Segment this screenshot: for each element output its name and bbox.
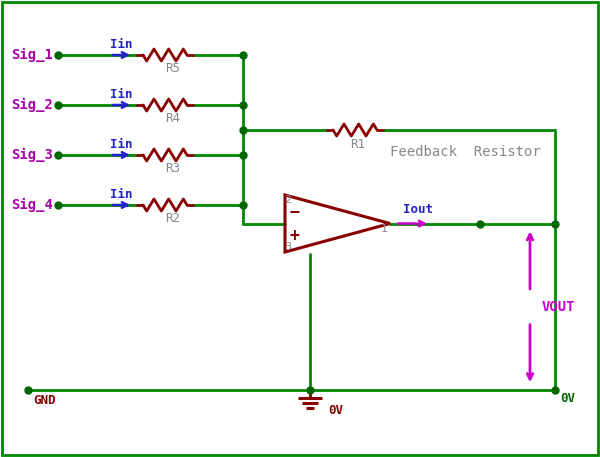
Text: Iin: Iin (110, 138, 133, 150)
Text: −: − (290, 202, 300, 220)
Text: VOUT: VOUT (542, 300, 575, 314)
Text: Sig_1: Sig_1 (11, 48, 53, 62)
Text: Sig_3: Sig_3 (11, 148, 53, 162)
Text: +: + (290, 227, 300, 245)
Text: 3: 3 (284, 242, 292, 252)
Text: Feedback  Resistor: Feedback Resistor (390, 145, 541, 159)
Text: 1: 1 (380, 224, 388, 234)
Text: 2: 2 (284, 195, 292, 205)
Text: R2: R2 (166, 212, 181, 224)
Text: R4: R4 (166, 112, 181, 124)
Text: Iout: Iout (403, 203, 433, 216)
Text: Iin: Iin (110, 87, 133, 101)
Text: Iin: Iin (110, 37, 133, 51)
Text: Iin: Iin (110, 187, 133, 201)
Text: 0V: 0V (328, 404, 343, 416)
Text: R5: R5 (166, 62, 181, 74)
Text: R3: R3 (166, 161, 181, 175)
Text: Sig_4: Sig_4 (11, 198, 53, 212)
Text: GND: GND (33, 393, 56, 406)
Text: R1: R1 (350, 138, 365, 150)
Text: Sig_2: Sig_2 (11, 98, 53, 112)
Text: 0V: 0V (560, 392, 575, 404)
